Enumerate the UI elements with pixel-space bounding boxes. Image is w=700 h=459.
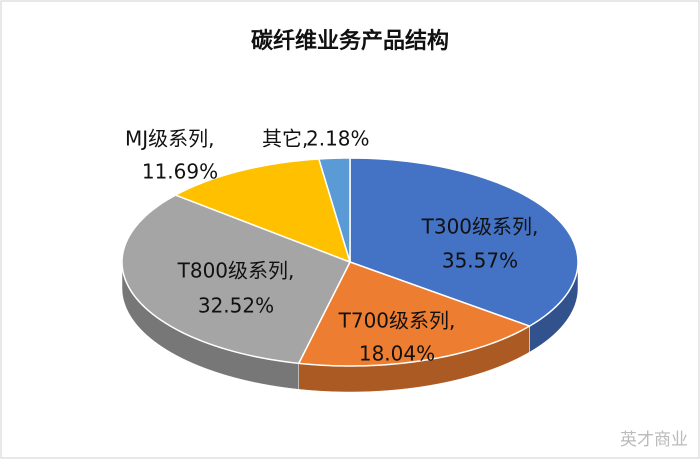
- category-label: 其它,: [262, 127, 308, 151]
- value-label: 18.04%: [359, 342, 435, 366]
- chart-title: 碳纤维业务产品结构: [251, 28, 449, 54]
- category-label: T700级系列,: [338, 309, 456, 333]
- slice: [349, 157, 579, 327]
- slice: [121, 194, 352, 365]
- slice: [173, 158, 352, 264]
- value-label: 35.57%: [442, 249, 518, 273]
- value-label: 32.52%: [198, 294, 274, 318]
- pie: [121, 157, 579, 393]
- category-label: MJ级系列,: [125, 127, 215, 151]
- slice: [297, 261, 532, 367]
- labels: T300级系列, 35.57% T700级系列, 18.04% T800级系列, 32.5…: [125, 127, 538, 366]
- category-label: T300级系列,: [421, 215, 539, 239]
- category-label: T800级系列,: [177, 259, 295, 283]
- value-label: 2.18%: [306, 127, 370, 151]
- slice: [317, 157, 351, 263]
- value-label: 11.69%: [142, 160, 218, 184]
- watermark: 英才商业: [620, 430, 688, 450]
